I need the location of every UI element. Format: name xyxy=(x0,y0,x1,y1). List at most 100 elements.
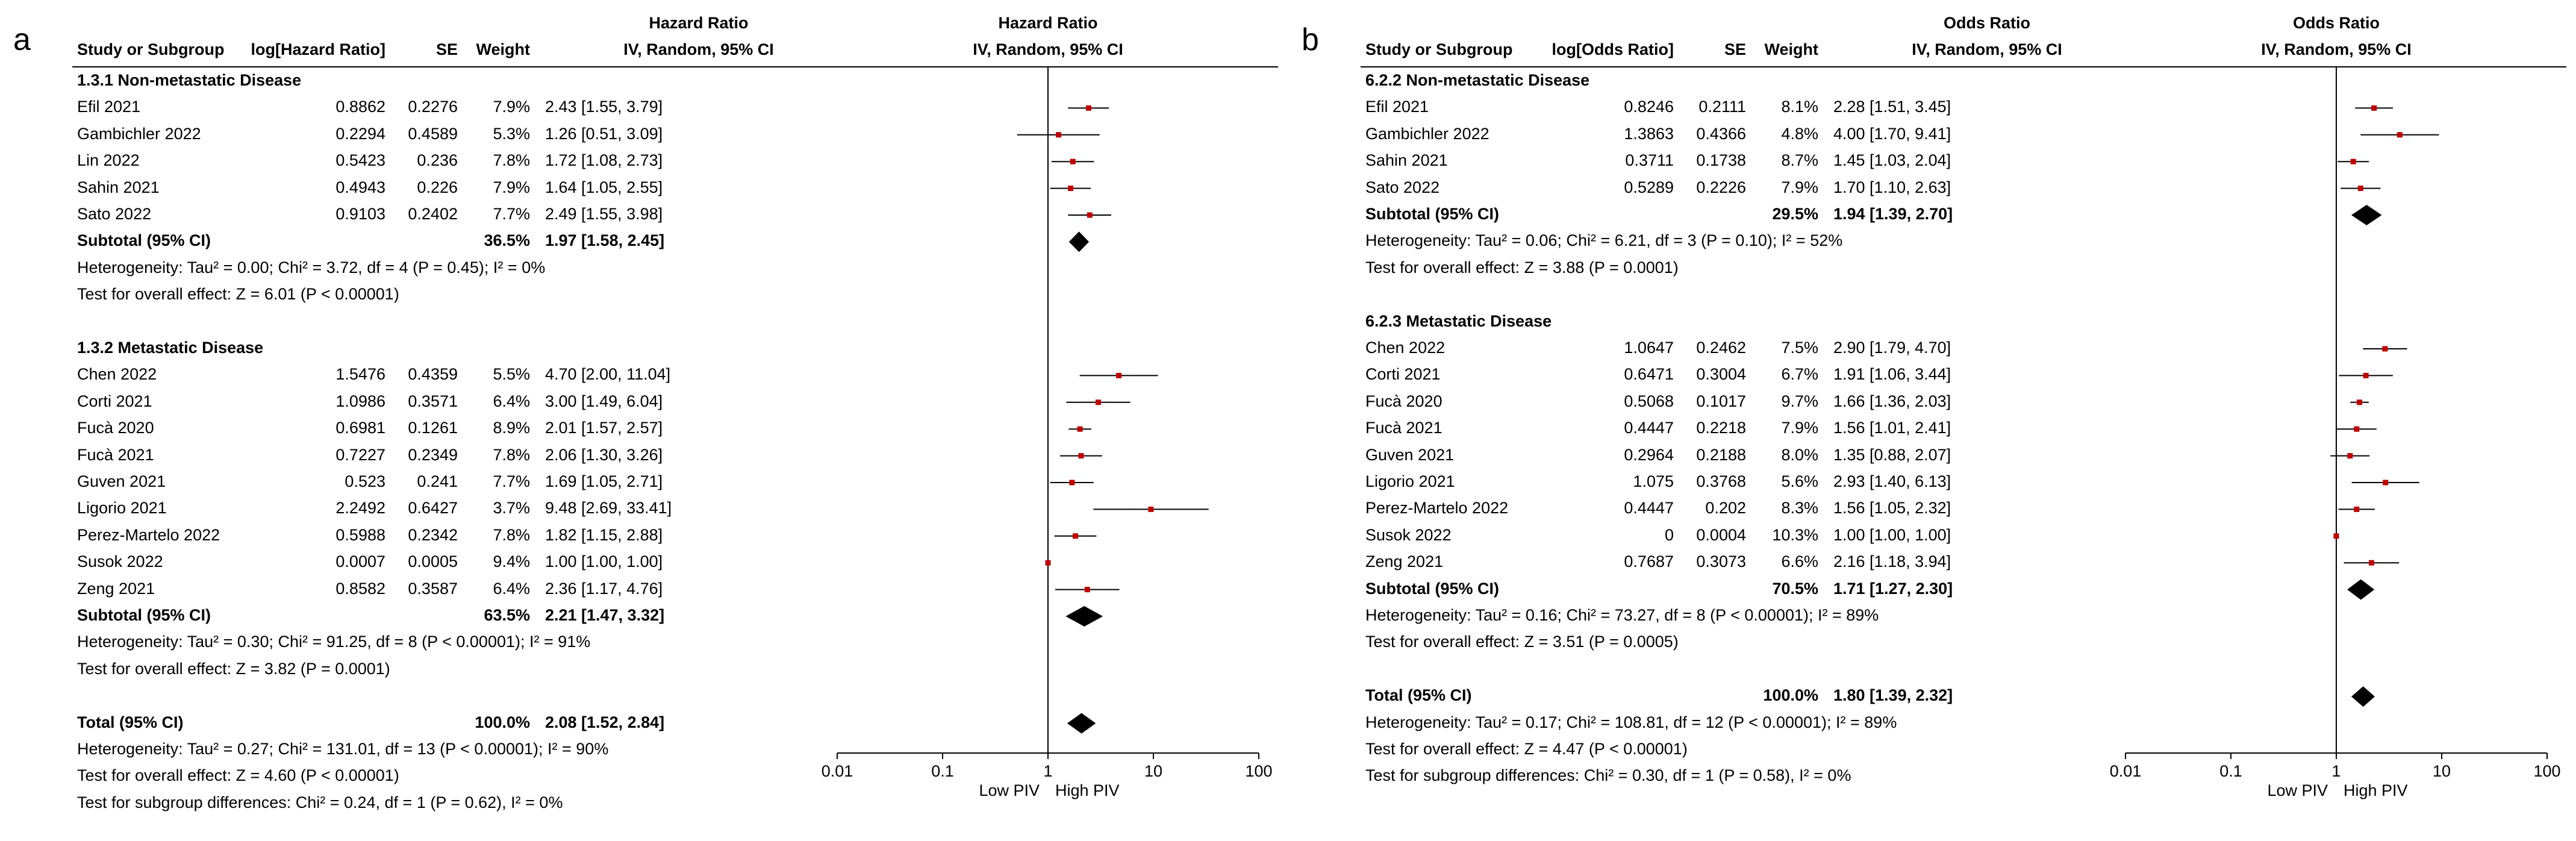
study-name: Fucà 2020 xyxy=(77,419,154,437)
study-weight: 7.8% xyxy=(493,151,530,170)
overall-effect-text: Test for overall effect: Z = 6.01 (P < 0… xyxy=(77,285,399,304)
study-ci: 2.90 [1.79, 4.70] xyxy=(1833,339,1951,357)
study-effect: 0 xyxy=(1664,525,1674,544)
point-estimate xyxy=(1078,453,1084,459)
forest-plot-panel-b: b Study or Subgroup log[Odds Ratio] SE Weigh… xyxy=(1288,0,2576,841)
x-tick-label: 100 xyxy=(2533,762,2561,780)
total-weight: 100.0% xyxy=(1763,686,1818,705)
x-tick-label: 10 xyxy=(2432,762,2451,780)
study-effect: 0.5289 xyxy=(1624,178,1674,196)
study-se: 0.6427 xyxy=(408,499,458,517)
point-estimate xyxy=(1070,158,1076,164)
study-weight: 8.0% xyxy=(1781,445,1818,464)
study-weight: 7.7% xyxy=(493,472,530,490)
overall-effect-text: Test for overall effect: Z = 3.51 (P = 0… xyxy=(1365,633,1679,651)
heterogeneity-text: Heterogeneity: Tau² = 0.06; Chi² = 6.21,… xyxy=(1365,231,1843,250)
subtotal-ci: 1.97 [1.58, 2.45] xyxy=(545,231,665,250)
point-estimate xyxy=(1045,560,1051,566)
point-estimate xyxy=(1073,533,1079,539)
forest-plot-panel-a: a Study or Subgroup log[Hazard Ratio] SE Wei… xyxy=(13,14,1278,811)
study-effect: 0.523 xyxy=(345,472,385,490)
header-ratio-top: Odds Ratio xyxy=(1943,14,2030,32)
subtotal-label: Subtotal (95% CI) xyxy=(1365,205,1500,223)
study-weight: 7.7% xyxy=(493,205,530,223)
study-ci: 1.91 [1.06, 3.44] xyxy=(1833,365,1951,384)
header-ratio-top: Hazard Ratio xyxy=(649,14,749,32)
heterogeneity-text: Heterogeneity: Tau² = 0.30; Chi² = 91.25… xyxy=(77,633,591,651)
study-weight: 8.9% xyxy=(493,419,530,437)
study-ci: 1.26 [0.51, 3.09] xyxy=(545,124,663,143)
study-se: 0.1738 xyxy=(1696,151,1746,170)
footer-text: Heterogeneity: Tau² = 0.17; Chi² = 108.8… xyxy=(1365,713,1897,731)
study-ci: 1.66 [1.36, 2.03] xyxy=(1833,392,1951,410)
study-weight: 7.9% xyxy=(493,178,530,196)
header-ratio-sub: IV, Random, 95% CI xyxy=(1912,40,2062,58)
study-effect: 0.2964 xyxy=(1624,445,1674,464)
study-name: Perez-Martelo 2022 xyxy=(1365,499,1509,517)
study-effect: 0.7687 xyxy=(1624,552,1674,571)
heterogeneity-text: Heterogeneity: Tau² = 0.16; Chi² = 73.27… xyxy=(1365,606,1879,624)
study-se: 0.202 xyxy=(1705,499,1746,517)
point-estimate xyxy=(2363,372,2369,378)
study-name: Perez-Martelo 2022 xyxy=(77,525,220,544)
study-weight: 5.6% xyxy=(1781,472,1818,490)
study-weight: 5.5% xyxy=(493,365,530,384)
subtotal-weight: 36.5% xyxy=(484,231,530,250)
panel-letter: a xyxy=(13,22,31,57)
subtotal-label: Subtotal (95% CI) xyxy=(77,606,211,624)
study-effect: 0.7227 xyxy=(335,445,385,464)
x-tick-label: 1 xyxy=(2331,762,2341,780)
study-name: Susok 2022 xyxy=(77,552,163,571)
study-name: Chen 2022 xyxy=(1365,339,1445,357)
study-se: 0.4366 xyxy=(1696,124,1746,143)
footer-text: Test for subgroup differences: Chi² = 0.… xyxy=(1365,766,1851,785)
pooled-diamond xyxy=(1068,231,1090,252)
favours-left-label: Low PIV xyxy=(2267,781,2328,799)
study-weight: 8.1% xyxy=(1781,98,1818,116)
x-tick-label: 0.01 xyxy=(2109,762,2142,780)
study-weight: 7.9% xyxy=(493,98,530,116)
study-ci: 2.93 [1.40, 6.13] xyxy=(1833,472,1951,490)
study-name: Fucà 2021 xyxy=(1365,419,1442,437)
point-estimate xyxy=(2347,453,2353,459)
study-se: 0.2349 xyxy=(408,445,458,464)
study-ci: 1.72 [1.08, 2.73] xyxy=(545,151,663,170)
study-ci: 1.00 [1.00, 1.00] xyxy=(1833,525,1951,544)
subgroup-title: 6.2.2 Non-metastatic Disease xyxy=(1365,71,1590,89)
footer-text: Test for overall effect: Z = 4.47 (P < 0… xyxy=(1365,740,1688,758)
point-estimate xyxy=(2333,533,2339,539)
study-se: 0.1017 xyxy=(1696,392,1746,410)
study-weight: 4.8% xyxy=(1781,124,1818,143)
x-tick-label: 0.1 xyxy=(2219,762,2242,780)
study-ci: 1.56 [1.05, 2.32] xyxy=(1833,499,1951,517)
x-tick-label: 10 xyxy=(1144,762,1163,780)
header-study: Study or Subgroup xyxy=(1365,40,1513,58)
total-label: Total (95% CI) xyxy=(1365,686,1472,705)
header-rule xyxy=(72,66,1278,67)
subtotal-weight: 63.5% xyxy=(484,606,530,624)
point-estimate xyxy=(2369,560,2375,566)
total-weight: 100.0% xyxy=(475,713,530,731)
favours-left-label: Low PIV xyxy=(979,781,1040,799)
header-plot-top: Hazard Ratio xyxy=(998,14,1098,32)
study-name: Guven 2021 xyxy=(77,472,166,490)
study-weight: 7.8% xyxy=(493,445,530,464)
study-ci: 4.00 [1.70, 9.41] xyxy=(1833,124,1951,143)
study-weight: 8.7% xyxy=(1781,151,1818,170)
study-effect: 0.8246 xyxy=(1624,98,1674,116)
study-se: 0.3768 xyxy=(1696,472,1746,490)
study-name: Efil 2021 xyxy=(1365,98,1429,116)
footer-text: Test for overall effect: Z = 4.60 (P < 0… xyxy=(77,766,399,785)
study-ci: 1.70 [1.10, 2.63] xyxy=(1833,178,1951,196)
subtotal-weight: 29.5% xyxy=(1772,205,1818,223)
header-rule xyxy=(1361,66,2566,67)
footer-text: Heterogeneity: Tau² = 0.27; Chi² = 131.0… xyxy=(77,740,609,758)
study-effect: 0.0007 xyxy=(335,552,385,571)
point-estimate xyxy=(2354,506,2360,512)
point-estimate xyxy=(2397,132,2403,138)
x-tick-label: 100 xyxy=(1245,762,1273,780)
study-weight: 10.3% xyxy=(1772,525,1818,544)
study-ci: 3.00 [1.49, 6.04] xyxy=(545,392,663,410)
study-effect: 0.4447 xyxy=(1624,419,1674,437)
point-estimate xyxy=(2350,158,2356,164)
